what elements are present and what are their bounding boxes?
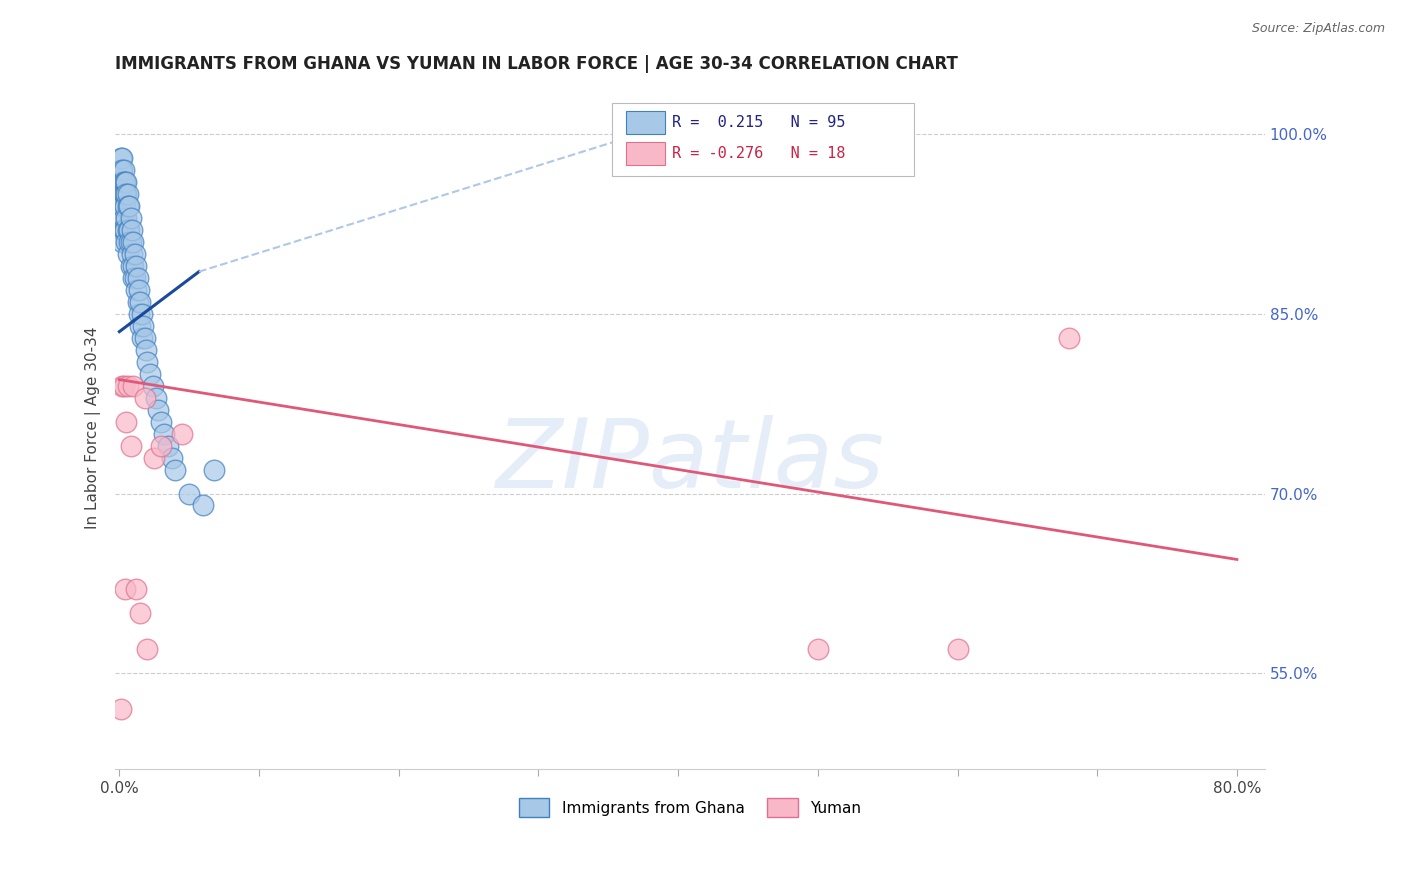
Point (129, 294, 152, 309)
Text: IMMIGRANTS FROM GHANA VS YUMAN IN LABOR FORCE | AGE 30-34 CORRELATION CHART: IMMIGRANTS FROM GHANA VS YUMAN IN LABOR … (115, 55, 957, 73)
Point (150, 415, 173, 429)
Point (112, 211, 135, 225)
Point (110, 151, 132, 165)
Point (946, 642, 969, 657)
Point (127, 294, 149, 309)
Text: ZIPatlas: ZIPatlas (495, 416, 884, 508)
Point (115, 415, 138, 429)
Point (110, 186, 132, 201)
Point (150, 438, 173, 452)
Point (142, 378, 165, 392)
Point (111, 162, 134, 177)
Point (110, 175, 132, 189)
Point (114, 186, 136, 201)
Point (114, 199, 136, 213)
Point (120, 438, 142, 452)
Point (114, 582, 136, 597)
Point (110, 199, 132, 213)
Text: R =  0.215   N = 95: R = 0.215 N = 95 (672, 115, 845, 129)
Point (157, 438, 180, 452)
Point (111, 199, 134, 213)
Point (129, 607, 152, 621)
Point (115, 186, 138, 201)
Point (122, 270, 145, 285)
Point (117, 246, 139, 260)
Point (202, 462, 225, 476)
Point (111, 175, 134, 189)
Point (136, 642, 159, 657)
Point (111, 378, 134, 392)
Point (115, 211, 138, 225)
Point (1059, 330, 1081, 344)
Point (127, 270, 149, 285)
Point (134, 391, 156, 405)
Point (115, 175, 138, 189)
Point (120, 211, 142, 225)
Point (124, 270, 146, 285)
Point (115, 235, 138, 249)
Point (129, 318, 152, 333)
Point (117, 186, 139, 201)
Point (112, 175, 135, 189)
Point (131, 330, 153, 344)
Point (122, 378, 145, 392)
Point (111, 235, 134, 249)
Point (122, 259, 145, 273)
Point (131, 307, 153, 321)
Point (125, 259, 148, 273)
Point (193, 499, 215, 513)
Point (139, 367, 162, 381)
Point (117, 199, 139, 213)
Point (135, 343, 157, 357)
Point (807, 642, 830, 657)
Point (118, 223, 141, 237)
Point (112, 186, 135, 201)
Point (172, 426, 194, 441)
Point (145, 391, 167, 405)
Point (128, 307, 150, 321)
Point (112, 378, 135, 392)
Point (110, 211, 132, 225)
Text: R = -0.276   N = 18: R = -0.276 N = 18 (672, 146, 845, 161)
Point (125, 283, 148, 297)
Point (111, 186, 134, 201)
Point (136, 354, 159, 368)
Point (148, 402, 170, 417)
Point (165, 462, 187, 476)
Point (143, 450, 166, 465)
Point (121, 246, 143, 260)
Point (128, 283, 150, 297)
Point (112, 223, 135, 237)
Point (111, 223, 134, 237)
Point (110, 702, 132, 716)
Point (110, 162, 132, 177)
Point (114, 223, 136, 237)
Point (124, 246, 146, 260)
Point (114, 175, 136, 189)
Point (112, 162, 135, 177)
Y-axis label: In Labor Force | Age 30-34: In Labor Force | Age 30-34 (86, 326, 101, 529)
Point (120, 235, 142, 249)
Legend: Immigrants from Ghana, Yuman: Immigrants from Ghana, Yuman (513, 792, 868, 823)
Point (125, 582, 148, 597)
Point (179, 486, 201, 500)
Point (117, 378, 139, 392)
Point (120, 259, 142, 273)
Point (118, 235, 141, 249)
Point (132, 318, 155, 333)
Point (118, 199, 141, 213)
Point (122, 235, 145, 249)
Point (153, 426, 176, 441)
Point (111, 151, 134, 165)
Text: Source: ZipAtlas.com: Source: ZipAtlas.com (1251, 22, 1385, 36)
Point (117, 223, 139, 237)
Point (121, 223, 143, 237)
Point (162, 450, 184, 465)
Point (134, 330, 156, 344)
